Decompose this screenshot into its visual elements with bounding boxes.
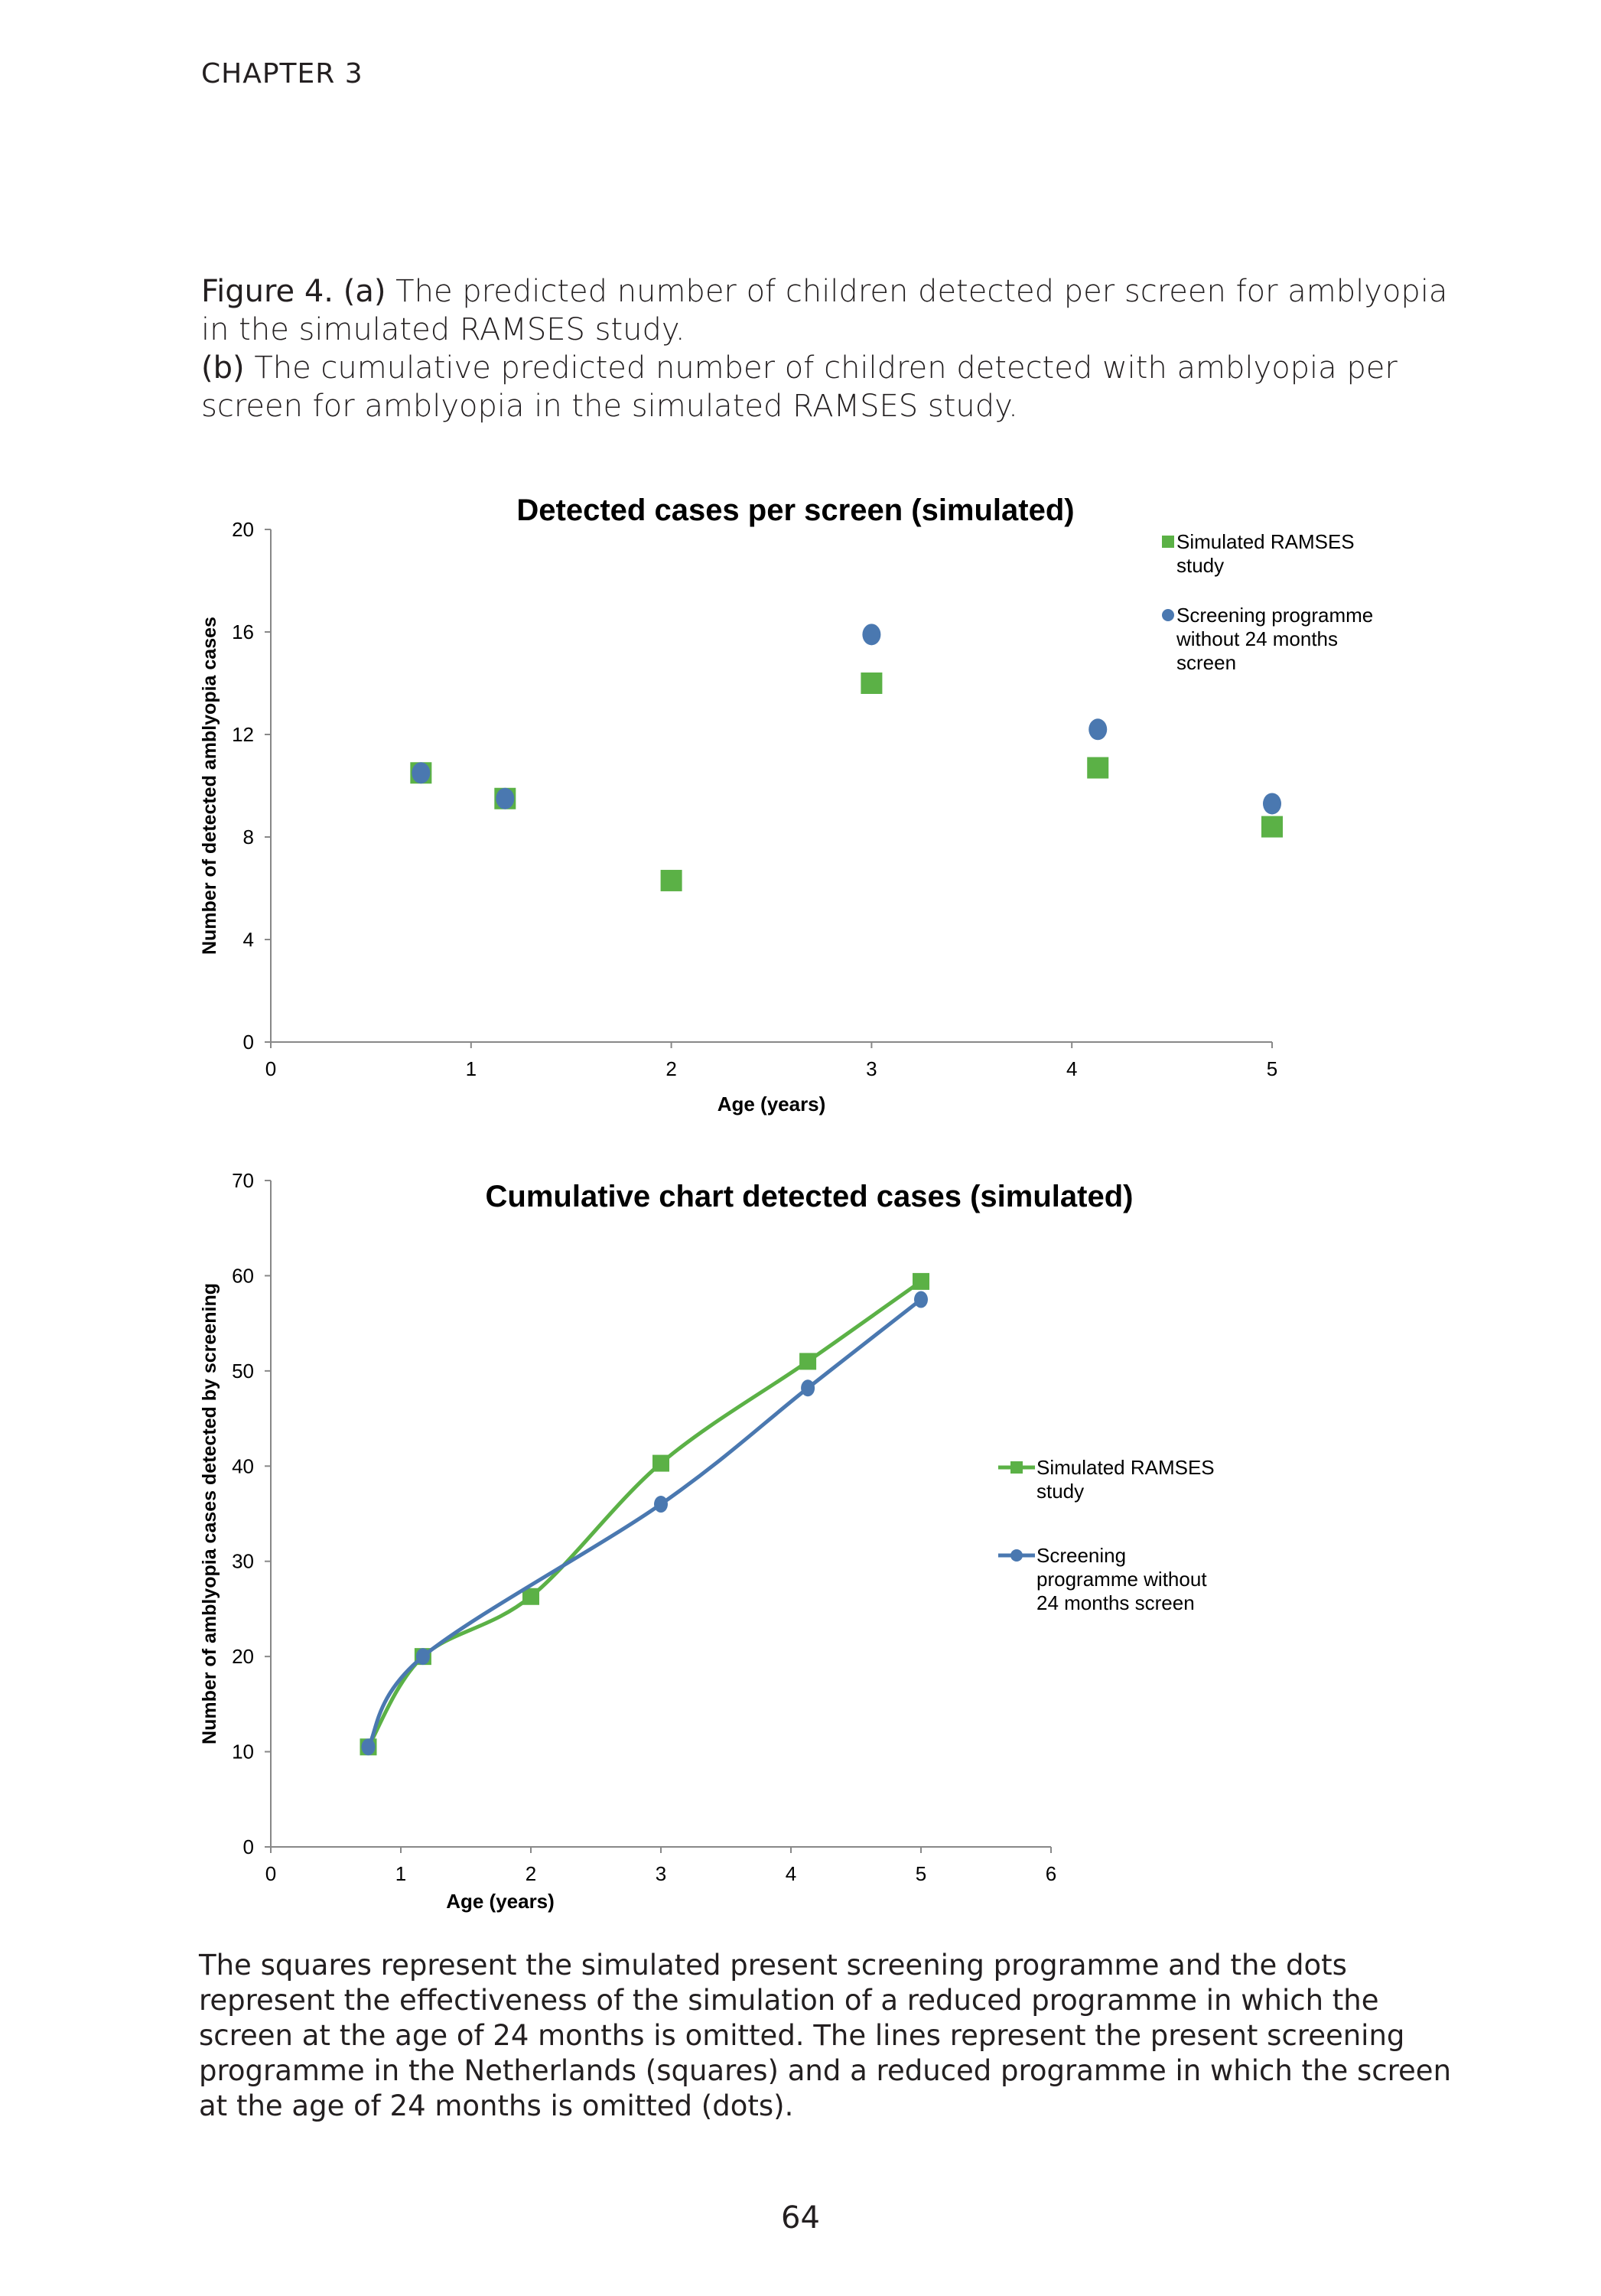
circle-marker xyxy=(801,1379,815,1397)
y-tick-label: 60 xyxy=(232,1264,254,1287)
circle-marker xyxy=(862,624,881,646)
x-tick-label: 1 xyxy=(466,1057,477,1080)
square-marker xyxy=(1087,757,1109,779)
x-axis-label: Age (years) xyxy=(718,1093,826,1115)
series-line xyxy=(366,1298,923,1748)
circle-marker xyxy=(1263,793,1281,815)
caption-a-text: The predicted number of children detecte… xyxy=(201,274,1448,347)
circle-marker xyxy=(654,1496,668,1513)
y-tick-label: 50 xyxy=(232,1360,254,1382)
legend-label: Screening xyxy=(1036,1544,1126,1567)
circle-marker xyxy=(1088,718,1108,741)
chapter-header: CHAPTER 3 xyxy=(201,58,363,90)
square-marker xyxy=(799,1353,817,1370)
y-tick-label: 40 xyxy=(232,1454,254,1477)
chart-title: Cumulative chart detected cases (simulat… xyxy=(486,1180,1134,1213)
square-marker xyxy=(660,869,682,891)
x-tick-label: 5 xyxy=(916,1862,926,1885)
x-tick-label: 0 xyxy=(265,1057,276,1080)
x-tick-label: 3 xyxy=(656,1862,666,1885)
page-number: 64 xyxy=(781,2200,820,2236)
x-tick-label: 2 xyxy=(665,1057,676,1080)
square-marker xyxy=(913,1272,929,1290)
chart-b: Cumulative chart detected cases (simulat… xyxy=(199,1169,1215,1913)
circle-marker xyxy=(412,762,431,784)
y-tick-label: 8 xyxy=(243,826,254,848)
x-tick-label: 6 xyxy=(1046,1862,1056,1885)
y-tick-label: 30 xyxy=(232,1550,254,1573)
circle-marker xyxy=(914,1291,928,1308)
chart-a: Detected cases per screen (simulated) 0 4 8… xyxy=(199,493,1373,1115)
legend-label: Screening programme xyxy=(1176,604,1373,627)
legend-label: screen xyxy=(1176,651,1236,674)
y-tick-label: 10 xyxy=(232,1741,254,1764)
circle-marker xyxy=(415,1648,430,1666)
legend-label: study xyxy=(1036,1480,1084,1503)
square-marker xyxy=(861,673,883,694)
caption-b-text: The cumulative predicted number of child… xyxy=(201,350,1398,424)
y-axis-label: Number of detected amblyopia cases xyxy=(199,617,220,955)
x-tick-label: 4 xyxy=(786,1862,796,1885)
legend-label: Simulated RAMSES xyxy=(1036,1456,1215,1479)
square-marker xyxy=(1261,816,1283,838)
y-tick-label: 20 xyxy=(232,518,254,541)
square-marker xyxy=(522,1588,539,1605)
y-tick-label: 70 xyxy=(232,1169,254,1192)
legend-square-icon xyxy=(1010,1461,1023,1474)
legend-label: 24 months screen xyxy=(1036,1591,1195,1614)
y-tick-label: 4 xyxy=(243,928,254,951)
square-marker xyxy=(652,1454,669,1472)
legend-label: without 24 months xyxy=(1176,627,1338,650)
legend-label: Simulated RAMSES xyxy=(1176,530,1355,553)
y-tick-label: 20 xyxy=(232,1645,254,1668)
caption-b-label: (b) xyxy=(201,350,245,386)
circle-marker xyxy=(361,1738,376,1756)
circle-marker xyxy=(496,787,515,809)
legend-label: study xyxy=(1176,554,1224,577)
chart-title: Detected cases per screen (simulated) xyxy=(516,493,1074,527)
figure-footnote: The squares represent the simulated pres… xyxy=(199,1949,1452,2122)
x-tick-label: 5 xyxy=(1267,1057,1277,1080)
legend-circle-icon xyxy=(1162,609,1174,621)
x-tick-label: 3 xyxy=(866,1057,877,1080)
y-tick-label: 16 xyxy=(232,620,254,643)
x-tick-label: 1 xyxy=(395,1862,406,1885)
caption-a-label: (a) xyxy=(343,274,386,309)
x-tick-label: 2 xyxy=(526,1862,536,1885)
legend-circle-icon xyxy=(1010,1549,1023,1562)
legend-label: programme without xyxy=(1036,1568,1207,1591)
x-tick-label: 0 xyxy=(265,1862,276,1885)
x-axis-label: Age (years) xyxy=(446,1890,555,1913)
y-tick-label: 0 xyxy=(243,1031,254,1054)
legend-square-icon xyxy=(1162,536,1174,548)
figure-label: Figure 4. xyxy=(201,274,334,309)
y-axis-label: Number of amblyopia cases detected by sc… xyxy=(199,1283,220,1744)
x-tick-label: 4 xyxy=(1066,1057,1077,1080)
figure-caption: Figure 4. (a) The predicted number of ch… xyxy=(201,272,1456,425)
y-tick-label: 0 xyxy=(243,1835,254,1858)
y-tick-label: 12 xyxy=(232,723,254,746)
